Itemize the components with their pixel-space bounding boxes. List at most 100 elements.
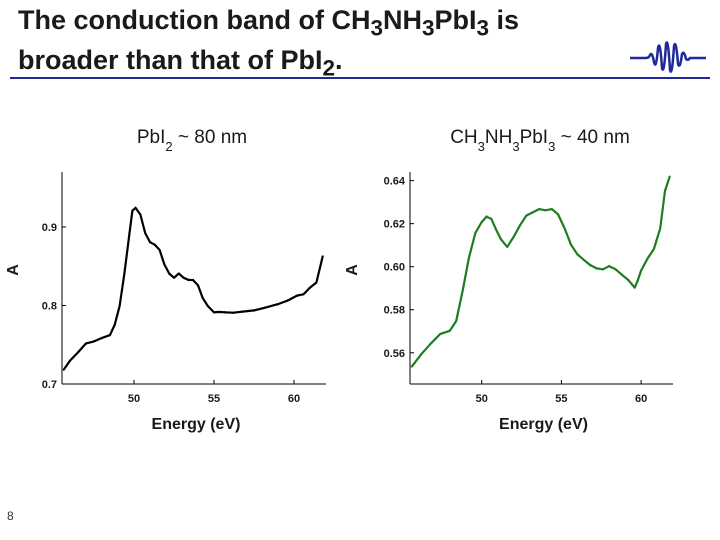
data-point — [131, 210, 134, 213]
data-point — [123, 273, 126, 275]
title-subscript: 2 — [165, 139, 172, 154]
x-tick-label: 50 — [128, 393, 140, 405]
data-point — [420, 354, 423, 356]
series-line — [410, 175, 671, 368]
data-point — [439, 333, 442, 336]
data-point — [264, 306, 267, 308]
data-point — [637, 279, 639, 282]
y-tick-label: 0.9 — [42, 222, 57, 234]
data-point — [206, 305, 209, 308]
data-point — [168, 273, 170, 275]
data-point — [490, 218, 493, 221]
data-point — [62, 369, 65, 371]
data-point — [429, 342, 432, 344]
data-point — [480, 221, 483, 224]
data-point — [500, 239, 502, 241]
data-point — [187, 279, 190, 282]
data-point — [173, 276, 175, 279]
data-point — [213, 311, 215, 313]
data-point — [589, 264, 591, 267]
data-point — [134, 206, 137, 209]
y-tick-label: 0.8 — [42, 300, 57, 312]
x-tick-label: 60 — [288, 393, 300, 405]
data-point — [531, 211, 534, 213]
data-point — [202, 296, 204, 299]
title-line-2: broader than that of PbI2. — [18, 45, 343, 81]
y-tick-label: 0.64 — [384, 176, 406, 188]
data-point — [449, 329, 451, 332]
title-divider — [10, 77, 710, 79]
title-line-1: The conduction band of CH3NH3PbI3 is — [18, 5, 520, 41]
data-point — [512, 236, 515, 239]
wave-packet-logo-icon — [630, 41, 706, 73]
data-point — [114, 324, 116, 326]
slide-title: The conduction band of CH3NH3PbI3 is bro… — [18, 4, 638, 85]
data-point — [192, 278, 194, 281]
title-subscript: 3 — [478, 139, 485, 154]
data-point — [69, 360, 71, 363]
data-point — [485, 215, 488, 217]
data-point — [93, 340, 95, 342]
data-point — [646, 258, 649, 261]
data-point — [158, 249, 161, 252]
x-axis-label: Energy (eV) — [152, 416, 241, 433]
data-point — [602, 269, 604, 271]
data-point — [322, 255, 324, 257]
series-line — [62, 206, 324, 371]
ch3nh3pbi3-absorption-chart: CH3NH3PbI3 ~ 40 nm0.560.580.600.620.6450… — [344, 127, 673, 433]
data-point — [608, 264, 610, 267]
data-point — [653, 247, 655, 250]
title-segment: PbI — [137, 127, 166, 148]
data-point — [576, 254, 579, 256]
data-point — [557, 213, 559, 215]
data-point — [118, 304, 121, 307]
data-point — [296, 295, 299, 297]
data-point — [621, 273, 623, 276]
title-segment: ~ 40 nm — [555, 127, 629, 148]
data-point — [302, 292, 305, 295]
slide-number: 8 — [7, 509, 14, 523]
data-point — [627, 279, 630, 282]
data-point — [525, 215, 528, 217]
data-point — [277, 303, 279, 306]
data-point — [197, 285, 199, 287]
data-point — [242, 310, 244, 312]
data-point — [664, 189, 666, 192]
data-point — [669, 175, 671, 178]
y-tick-label: 0.7 — [42, 379, 57, 391]
data-point — [544, 208, 547, 211]
y-tick-label: 0.60 — [384, 262, 405, 274]
title-segment: ~ 80 nm — [173, 127, 247, 148]
y-axis-label: A — [344, 264, 361, 276]
data-point — [253, 310, 255, 312]
data-point — [178, 273, 180, 275]
wave-packet-path — [630, 41, 706, 73]
data-point — [286, 299, 289, 301]
y-tick-label: 0.56 — [384, 348, 405, 360]
data-point — [461, 289, 464, 292]
data-point — [570, 243, 572, 245]
data-point — [128, 234, 130, 236]
data-point — [224, 311, 226, 313]
data-point — [495, 228, 497, 230]
x-tick-label: 55 — [208, 393, 220, 405]
data-point — [163, 263, 166, 265]
y-tick-label: 0.58 — [384, 305, 405, 317]
data-point — [410, 366, 413, 368]
title-subscript: 3 — [548, 139, 555, 154]
data-point — [77, 351, 79, 353]
x-tick-label: 55 — [555, 393, 567, 405]
data-point — [614, 269, 617, 271]
data-point — [519, 223, 521, 226]
data-point — [506, 245, 509, 248]
data-point — [595, 267, 598, 269]
data-point — [563, 228, 566, 230]
data-point — [633, 286, 636, 288]
data-point — [232, 312, 234, 315]
title-subscript: 3 — [512, 139, 519, 154]
title-segment: PbI — [520, 127, 549, 148]
data-point — [315, 281, 318, 283]
data-point — [455, 320, 458, 323]
data-point — [659, 228, 661, 230]
x-tick-label: 60 — [635, 393, 647, 405]
